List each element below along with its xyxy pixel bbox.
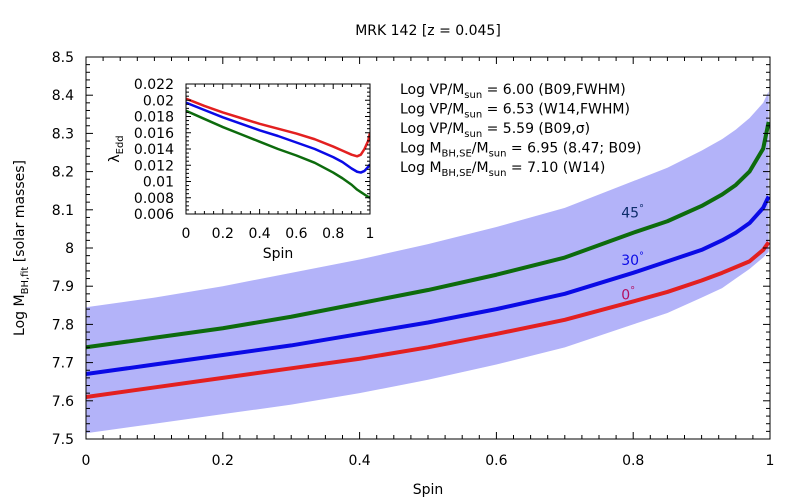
inset-x-tick-label: 0.6: [285, 226, 307, 242]
x-tick-label: 0.4: [348, 453, 370, 469]
y-tick-label: 7.8: [52, 317, 74, 333]
y-tick-label: 8.1: [52, 203, 74, 219]
x-axis-label: Spin: [413, 482, 444, 498]
inset-y-tick-label: 0.022: [134, 77, 174, 93]
legend-text-line: Log MBH,SE/Msun = 7.10 (W14): [400, 160, 605, 179]
x-tick-label: 0.6: [485, 453, 507, 469]
y-tick-label: 8.2: [52, 165, 74, 181]
y-tick-label: 8.5: [52, 50, 74, 66]
inset-y-tick-label: 0.014: [134, 142, 174, 158]
inset-x-axis-label: Spin: [263, 246, 294, 262]
x-tick-label: 0: [82, 453, 91, 469]
main-plot-area: [86, 91, 770, 434]
y-tick-label: 7.6: [52, 394, 74, 410]
y-tick-label: 8.3: [52, 126, 74, 142]
inset-series-line-2: [186, 109, 370, 199]
main-ticks: [85, 56, 771, 440]
legend-text-line: Log VP/Msun = 5.59 (B09,σ): [400, 121, 590, 140]
inset-x-tick-label: 0.2: [212, 226, 234, 242]
y-tick-label: 8: [65, 241, 74, 257]
legend-text-line: Log VP/Msun = 6.53 (W14,FWHM): [400, 102, 630, 121]
series-line-1: [86, 195, 770, 377]
inset-ticks: [185, 83, 371, 215]
inset-y-tick-label: 0.016: [134, 126, 174, 142]
angle-label-1: 30°: [621, 251, 644, 269]
inset-series-line-0: [186, 97, 370, 158]
x-tick-label: 0.2: [212, 453, 234, 469]
angle-label-0: 45°: [621, 203, 644, 221]
uncertainty-band: [86, 91, 769, 434]
inset-y-tick-label: 0.008: [134, 191, 174, 207]
inset-y-tick-label: 0.01: [143, 175, 174, 191]
inset-x-tick-label: 0.4: [248, 226, 270, 242]
inset-x-tick-label: 0: [182, 226, 191, 242]
y-tick-label: 8.4: [52, 88, 74, 104]
series-line-2: [86, 121, 770, 350]
inset-series-line-1: [186, 101, 370, 174]
series-line-0: [86, 241, 770, 399]
y-axis-label: Log MBH,fit [solar masses]: [12, 160, 31, 336]
y-tick-label: 7.7: [52, 356, 74, 372]
y-tick-label: 7.5: [52, 432, 74, 448]
inset-x-tick-label: 1: [366, 226, 375, 242]
legend-text-line: Log VP/Msun = 6.00 (B09,FWHM): [400, 82, 626, 101]
inset-plot-area: [186, 97, 370, 199]
y-tick-label: 7.9: [52, 279, 74, 295]
legend-text-block: Log VP/Msun = 6.00 (B09,FWHM)Log VP/Msun…: [400, 82, 641, 179]
inset-y-axis-label: λEdd: [107, 135, 126, 162]
inset-x-tick-label: 0.8: [322, 226, 344, 242]
angle-label-2: 0°: [621, 286, 635, 304]
legend-text-line: Log MBH,SE/Msun = 6.95 (8.47; B09): [400, 141, 641, 160]
x-tick-label: 0.8: [622, 453, 644, 469]
inset-y-tick-label: 0.012: [134, 158, 174, 174]
inset-y-tick-label: 0.018: [134, 110, 174, 126]
x-tick-label: 1: [766, 453, 775, 469]
inset-y-tick-label: 0.02: [143, 93, 174, 109]
chart-title: MRK 142 [z = 0.045]: [355, 23, 501, 39]
inset-y-tick-label: 0.006: [134, 207, 174, 223]
